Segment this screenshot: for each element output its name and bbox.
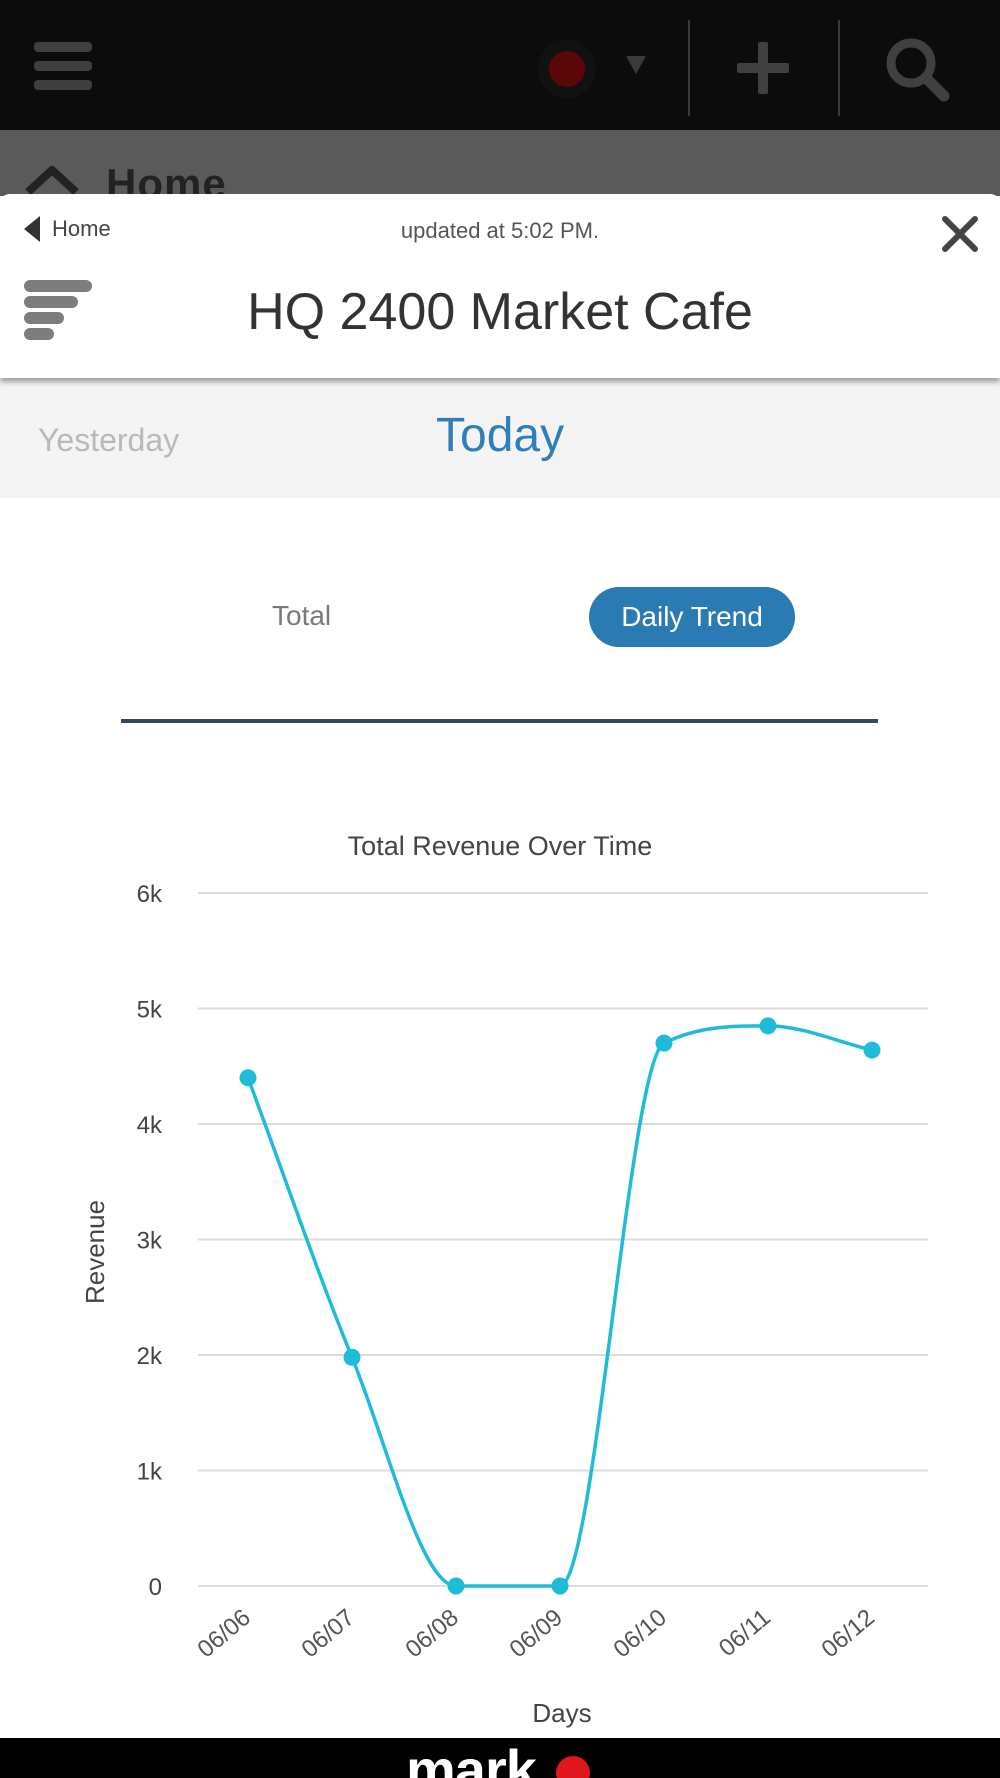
search-icon[interactable] <box>882 34 952 104</box>
x-tick-label: 06/10 <box>608 1604 671 1663</box>
underlying-page-header: Home <box>0 130 1000 196</box>
y-tick-label: 3k <box>137 1228 163 1255</box>
x-tick-label: 06/12 <box>816 1604 879 1663</box>
y-tick-label: 5k <box>137 997 163 1024</box>
sort-icon[interactable] <box>24 280 94 340</box>
back-label: Home <box>52 216 111 241</box>
y-tick-label: 0 <box>149 1574 162 1601</box>
day-selector: Yesterday Today <box>0 378 1000 498</box>
underlying-page-title: Home <box>106 160 227 196</box>
data-point <box>239 1069 257 1087</box>
status-indicator[interactable] <box>538 40 596 98</box>
add-icon[interactable] <box>737 42 789 94</box>
tab-yesterday[interactable]: Yesterday <box>38 422 180 458</box>
chevron-down-icon[interactable] <box>626 56 646 74</box>
back-arrow-icon <box>24 216 40 242</box>
brand-logo: mark <box>406 1738 537 1778</box>
y-tick-label: 1k <box>137 1459 163 1486</box>
segment-total[interactable]: Total <box>272 600 332 631</box>
home-icon <box>25 166 79 195</box>
brand-footer: mark <box>0 1738 1000 1778</box>
data-point <box>447 1577 465 1595</box>
revenue-line-chart: Total Revenue Over Time Revenue Days 0 1k… <box>80 831 928 1728</box>
modal-header: Home updated at 5:02 PM. HQ 2400 Market … <box>0 194 1000 378</box>
x-tick-label: 06/11 <box>714 1604 776 1662</box>
chart-title: Total Revenue Over Time <box>348 831 653 861</box>
y-tick-label: 4k <box>137 1112 163 1139</box>
data-point <box>551 1577 569 1595</box>
data-point <box>655 1034 673 1052</box>
x-tick-label: 06/07 <box>296 1604 359 1663</box>
x-tick-label: 06/06 <box>192 1604 255 1663</box>
segment-underline <box>121 719 878 723</box>
back-button[interactable]: Home <box>24 216 111 242</box>
store-detail-modal: Home updated at 5:02 PM. HQ 2400 Market … <box>0 194 1000 1744</box>
y-tick-label: 6k <box>137 881 163 908</box>
brand-logo-dot <box>556 1756 590 1778</box>
close-icon[interactable] <box>940 214 980 254</box>
page-title: HQ 2400 Market Cafe <box>247 283 753 341</box>
updated-timestamp: updated at 5:02 PM. <box>400 218 600 243</box>
toolbar-divider <box>838 20 840 116</box>
data-point <box>863 1041 881 1059</box>
y-axis-label: Revenue <box>80 1200 110 1304</box>
x-tick-label: 06/08 <box>400 1604 463 1663</box>
data-point <box>343 1348 361 1366</box>
top-app-bar <box>0 0 1000 130</box>
data-point <box>759 1017 777 1035</box>
tab-today[interactable]: Today <box>436 409 565 462</box>
x-axis-label: Days <box>532 1698 591 1728</box>
menu-icon[interactable] <box>34 42 92 90</box>
x-tick-label: 06/09 <box>504 1604 567 1663</box>
toolbar-divider <box>688 20 690 116</box>
segment-daily-trend[interactable]: Daily Trend <box>589 587 795 647</box>
y-tick-label: 2k <box>137 1343 163 1370</box>
series-line <box>246 1024 873 1588</box>
